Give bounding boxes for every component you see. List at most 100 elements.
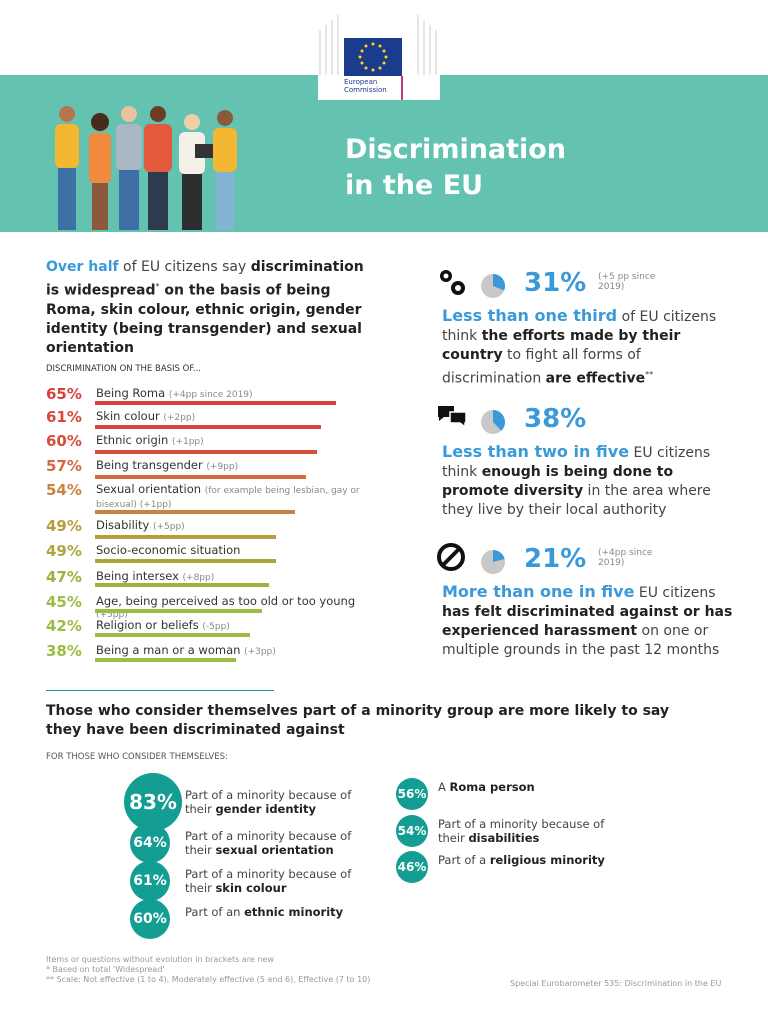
footer-note: Items or questions without evolution in … xyxy=(46,955,274,964)
bar-value-label: 42% xyxy=(46,617,82,635)
text-segment: Part of a xyxy=(438,853,490,867)
text-segment: Part of a minority because of their xyxy=(185,788,352,816)
bar-label: Religion or beliefs (-5pp) xyxy=(96,619,386,633)
bar xyxy=(95,425,321,429)
bar xyxy=(95,535,277,539)
bar-value-label: 60% xyxy=(46,432,82,450)
minority-text: Part of an ethnic minority xyxy=(185,905,365,919)
bar-label-text: Being intersex xyxy=(96,569,179,583)
percent-circle: 46% xyxy=(396,851,428,883)
text-segment: ethnic minority xyxy=(244,905,344,919)
bar-label-text: Being Roma xyxy=(96,386,166,400)
text-segment: EU citizens xyxy=(634,585,716,601)
footer-note: ** Scale: Not effective (1 to 4), Modera… xyxy=(46,975,371,984)
text-segment: More than one in five xyxy=(442,582,635,601)
stat-text: Less than one third of EU citizens think… xyxy=(442,306,742,389)
bar xyxy=(95,658,236,662)
bar-label: Disability (+5pp) xyxy=(96,519,386,533)
bar-label: Skin colour (+2pp) xyxy=(96,410,386,424)
text-segment: Less than two in five xyxy=(442,442,630,461)
text-segment: sexual orientation xyxy=(215,843,334,857)
bar-label: Sexual orientation (for example being le… xyxy=(96,483,386,511)
bar-value-label: 47% xyxy=(46,568,82,586)
stat-value: 31% xyxy=(524,268,587,298)
minority-text: Part of a minority because of their gend… xyxy=(185,788,365,816)
minority-text: Part of a religious minority xyxy=(438,853,618,867)
stat-text: Less than two in five EU citizens think … xyxy=(442,442,742,520)
text-segment: of EU citizens think xyxy=(442,309,717,344)
title: Discrimination in the EU xyxy=(345,134,567,201)
stat-icon xyxy=(437,543,465,571)
footer-note: * Based on total 'Widespread' xyxy=(46,965,165,974)
text-segment: are effective xyxy=(545,370,646,387)
logo-block: European Commission xyxy=(318,0,440,100)
bar-label: Being Roma (+4pp since 2019) xyxy=(96,387,386,401)
stat-icon xyxy=(440,270,465,295)
minority-subheading: FOR THOSE WHO CONSIDER THEMSELVES: xyxy=(46,752,228,762)
text-segment: has felt discriminated against or has ex… xyxy=(442,604,733,639)
text-segment: Part of a minority because of their xyxy=(185,829,352,857)
stat-value: 38% xyxy=(524,404,587,434)
text-segment: enough is being done to promote diversit… xyxy=(442,464,674,499)
footer-source: Special Eurobarometer 535: Discriminatio… xyxy=(510,979,722,988)
bar-note: (+9pp) xyxy=(206,462,239,472)
logo-graphic xyxy=(319,15,437,100)
minority-text: Part of a minority because of their sexu… xyxy=(185,829,365,857)
bar-label: Being intersex (+8pp) xyxy=(96,570,386,584)
text-segment: the efforts made by their country xyxy=(442,328,681,363)
text-segment: Over half xyxy=(46,259,119,275)
bar xyxy=(95,510,295,514)
bar-label-text: Being transgender xyxy=(96,458,203,472)
pie-slice xyxy=(493,274,505,291)
bar-label: Socio-economic situation xyxy=(96,544,386,556)
bar xyxy=(95,583,269,587)
bar-note: (+3pp) xyxy=(244,647,276,657)
bar xyxy=(95,475,306,479)
text-segment: on the basis of being Roma, skin colour,… xyxy=(46,282,362,356)
bar-note: (+8pp) xyxy=(182,573,215,583)
bar-value-label: 61% xyxy=(46,408,82,426)
text-segment: religious minority xyxy=(489,853,605,867)
bar-value-label: 49% xyxy=(46,517,82,535)
minority-text: Part of a minority because of their skin… xyxy=(185,867,365,895)
bar-note: (+5pp) xyxy=(96,610,128,620)
percent-circle: 83% xyxy=(124,773,182,831)
text-segment: to fight all forms of discrimination xyxy=(442,347,641,387)
bar-label-text: Being a man or a woman xyxy=(96,643,241,657)
stat-change: (+5 pp since 2019) xyxy=(598,272,656,292)
bar-label-text: Sexual orientation xyxy=(96,482,202,496)
text-segment: discrimination is widespread xyxy=(46,259,364,299)
percent-circle: 56% xyxy=(396,778,428,810)
bar-label-text: Religion or beliefs xyxy=(96,618,199,632)
bar-label-text: Skin colour xyxy=(96,409,160,423)
bar-label: Age, being perceived as too old or too y… xyxy=(96,595,386,621)
bar-note: (for example being lesbian, gay or bisex… xyxy=(96,486,360,510)
percent-circle: 60% xyxy=(130,899,170,939)
text-segment: * xyxy=(155,282,160,291)
bar-label: Being a man or a woman (+3pp) xyxy=(96,644,386,658)
bar-label-text: Age, being perceived as too old or too y… xyxy=(96,594,356,608)
bar-note: (+4pp since 2019) xyxy=(168,390,253,400)
stat-text: More than one in five EU citizens has fe… xyxy=(442,582,742,660)
text-segment: gender identity xyxy=(215,802,316,816)
bar-label-text: Socio-economic situation xyxy=(96,543,241,557)
text-segment: Part of a minority because of their xyxy=(438,817,605,845)
bar xyxy=(95,401,336,405)
bar-value-label: 38% xyxy=(46,642,82,660)
pie xyxy=(481,274,505,298)
bars-heading: DISCRIMINATION ON THE BASIS OF... xyxy=(46,364,201,374)
pie-slice xyxy=(493,410,505,431)
text-segment: Part of an xyxy=(185,905,245,919)
bar-value-label: 65% xyxy=(46,385,82,403)
pie xyxy=(481,550,505,574)
text-segment: A xyxy=(438,780,450,794)
text-segment: Less than one third xyxy=(442,306,618,325)
divider xyxy=(46,690,274,691)
bar-value-label: 54% xyxy=(46,481,82,499)
text-segment: of EU citizens say xyxy=(118,259,251,275)
stat-icon xyxy=(438,406,467,429)
stat-value: 21% xyxy=(524,544,587,574)
text-segment: skin colour xyxy=(215,881,287,895)
text-segment: in the area where they live by their loc… xyxy=(442,483,711,518)
